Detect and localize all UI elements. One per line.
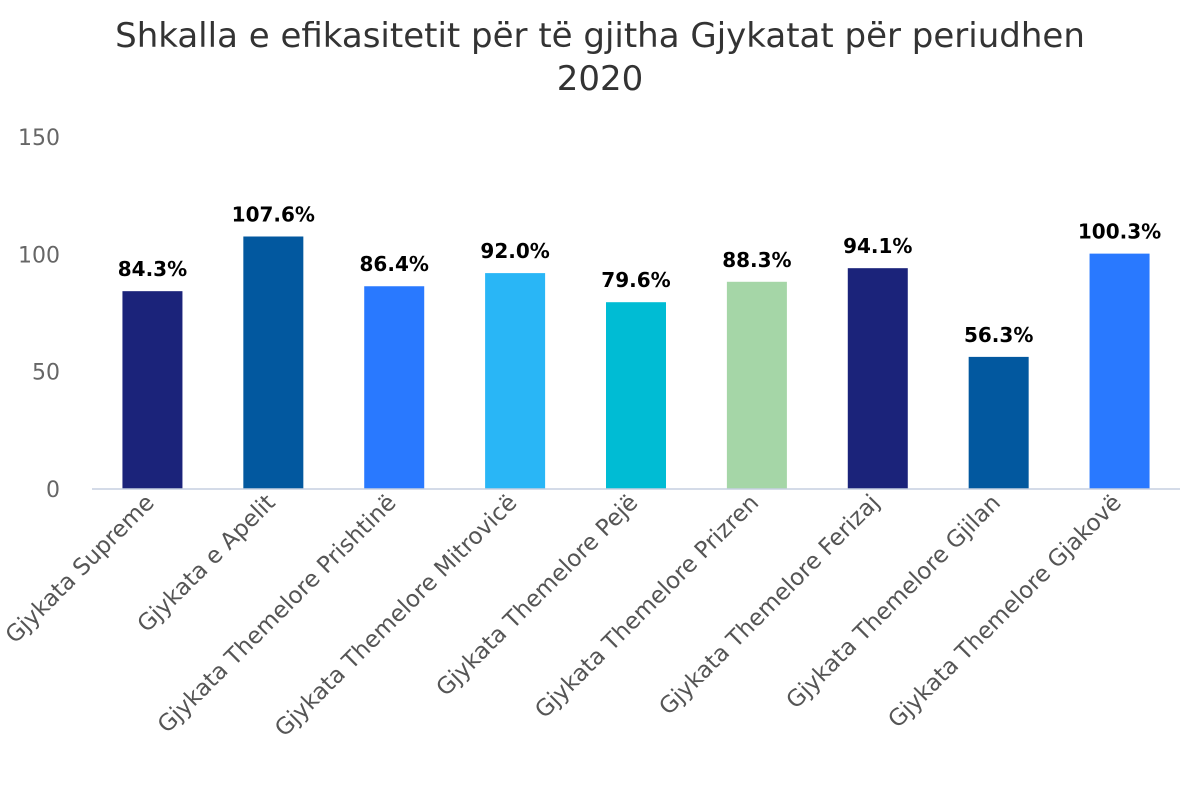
bar: [968, 356, 1029, 489]
y-tick-label: 0: [46, 478, 60, 503]
data-label: 92.0%: [480, 239, 549, 263]
category-label: Gjykata Themelore Prishtinë: [153, 490, 402, 739]
bar: [726, 281, 787, 489]
category-label: Gjykata Themelore Ferizaj: [655, 490, 886, 721]
data-label: 56.3%: [964, 323, 1033, 347]
y-tick-label: 100: [18, 243, 60, 268]
y-tick-label: 50: [32, 361, 60, 386]
y-tick-label: 150: [18, 126, 60, 151]
category-label: Gjykata Supreme: [1, 490, 160, 649]
category-label: Gjykata Themelore Gjakovë: [883, 490, 1126, 733]
bar: [485, 273, 546, 489]
category-label: Gjykata Themelore Mitrovicë: [270, 490, 522, 742]
data-label: 107.6%: [232, 202, 315, 226]
bar: [847, 268, 908, 489]
data-label: 84.3%: [118, 257, 187, 281]
data-label: 88.3%: [722, 248, 791, 272]
bar: [122, 291, 183, 489]
data-label: 100.3%: [1078, 220, 1161, 244]
y-axis-ticks: 0 50 100 150: [18, 126, 60, 503]
bars: [122, 236, 1150, 489]
category-label: Gjykata Themelore Prizren: [530, 490, 764, 724]
data-label: 79.6%: [601, 268, 670, 292]
data-label: 94.1%: [843, 234, 912, 258]
category-label: Gjykata Themelore Gjilan: [782, 490, 1006, 714]
bar: [364, 286, 425, 489]
chart-title-line-2: 2020: [557, 59, 644, 99]
category-label: Gjykata Themelore Pejë: [432, 490, 644, 702]
bar: [243, 236, 304, 489]
bar: [606, 302, 666, 489]
data-label: 86.4%: [360, 252, 429, 276]
chart-title-line-1: Shkalla e efikasitetit për të gjitha Gjy…: [115, 16, 1085, 56]
bar: [1089, 253, 1150, 489]
data-labels: 84.3% 107.6% 86.4% 92.0% 79.6% 88.3% 94.1% 56.3…: [118, 202, 1161, 346]
